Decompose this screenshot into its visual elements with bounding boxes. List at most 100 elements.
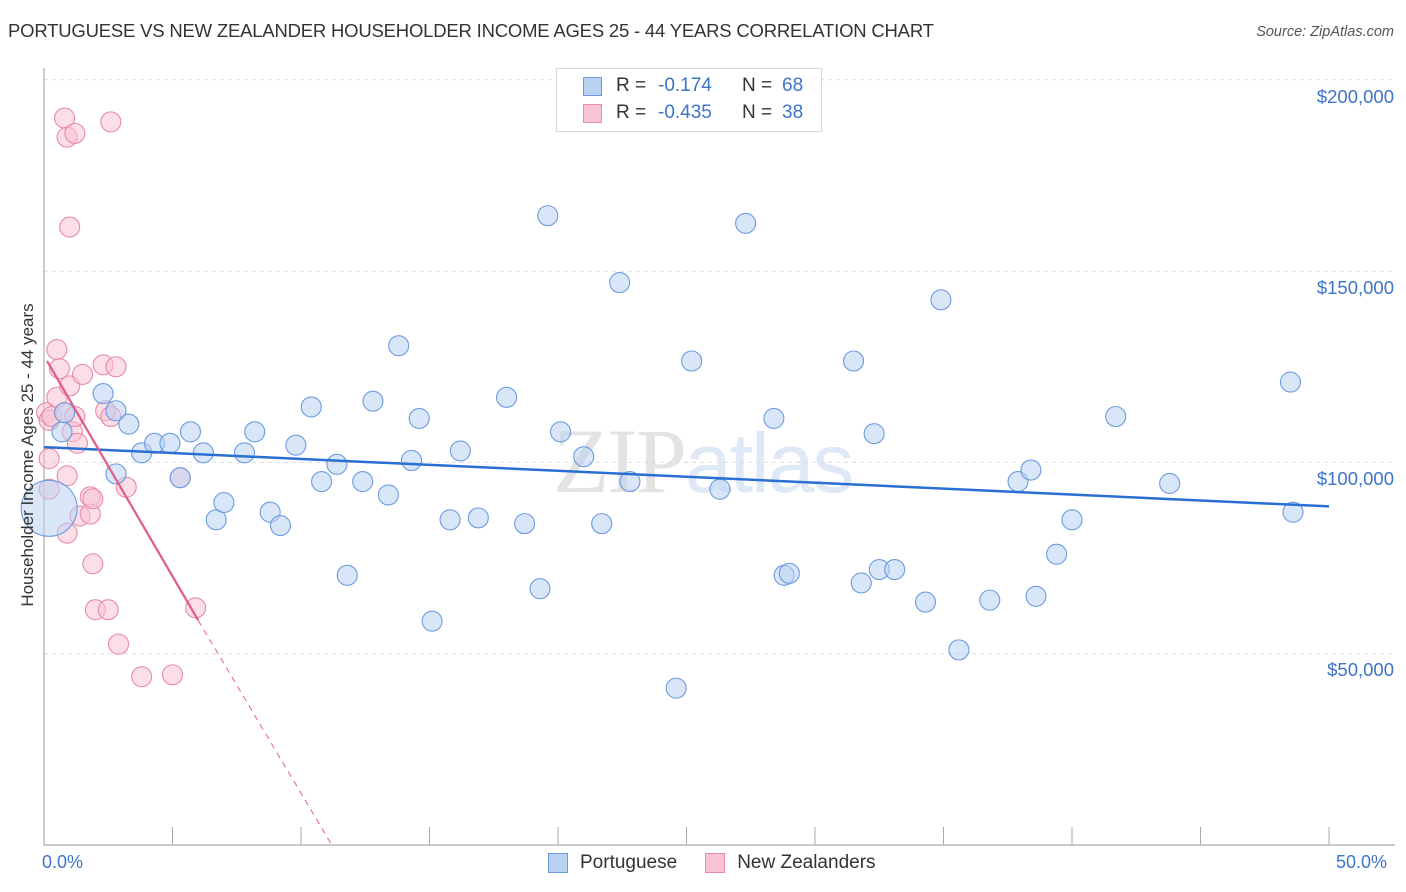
portuguese-swatch-icon	[548, 853, 568, 873]
data-point-new-zealanders[interactable]	[59, 216, 81, 238]
data-point-portuguese[interactable]	[169, 467, 191, 489]
data-point-portuguese[interactable]	[863, 423, 885, 445]
data-point-portuguese[interactable]	[269, 514, 291, 537]
data-point-portuguese[interactable]	[311, 470, 333, 493]
data-point-portuguese[interactable]	[352, 470, 374, 493]
data-point-new-zealanders[interactable]	[105, 356, 127, 378]
legend-row-portuguese: R = -0.174 N = 68	[583, 74, 803, 98]
data-point-portuguese[interactable]	[914, 591, 937, 613]
data-point-portuguese[interactable]	[421, 610, 443, 632]
data-point-portuguese[interactable]	[159, 432, 181, 454]
legend-item-new-zealanders[interactable]: New Zealanders	[705, 852, 876, 874]
data-point-portuguese[interactable]	[735, 212, 757, 234]
data-point-portuguese[interactable]	[1025, 585, 1047, 607]
data-point-portuguese[interactable]	[884, 558, 906, 581]
data-point-portuguese[interactable]	[285, 434, 307, 456]
data-point-portuguese[interactable]	[619, 470, 641, 493]
data-point-new-zealanders[interactable]	[107, 633, 130, 655]
data-point-portuguese[interactable]	[20, 479, 78, 537]
data-point-portuguese[interactable]	[336, 564, 358, 586]
data-point-portuguese[interactable]	[1061, 509, 1083, 531]
data-point-portuguese[interactable]	[537, 205, 559, 227]
r-label: R =	[616, 102, 647, 123]
data-point-portuguese[interactable]	[1046, 543, 1068, 565]
y-tick-150000: $150,000	[1316, 277, 1394, 298]
data-point-portuguese[interactable]	[1105, 405, 1127, 428]
data-point-portuguese[interactable]	[467, 507, 489, 529]
legend-item-portuguese[interactable]: Portuguese	[548, 852, 677, 874]
r-value: -0.435	[658, 102, 712, 123]
data-point-portuguese[interactable]	[54, 402, 76, 424]
data-point-portuguese[interactable]	[400, 449, 423, 472]
data-point-portuguese[interactable]	[377, 484, 399, 506]
r-value: -0.174	[658, 75, 712, 96]
data-point-new-zealanders[interactable]	[72, 363, 94, 385]
data-point-portuguese[interactable]	[979, 589, 1001, 611]
new-zealanders-swatch-icon	[583, 103, 602, 123]
data-point-portuguese[interactable]	[192, 442, 214, 464]
data-point-portuguese[interactable]	[681, 350, 703, 372]
data-point-portuguese[interactable]	[591, 513, 613, 535]
data-point-portuguese[interactable]	[179, 421, 202, 443]
data-point-portuguese[interactable]	[92, 382, 114, 405]
data-point-portuguese[interactable]	[496, 386, 518, 408]
data-point-portuguese[interactable]	[362, 390, 384, 412]
data-point-new-zealanders[interactable]	[82, 488, 104, 510]
data-point-portuguese[interactable]	[105, 400, 127, 422]
data-point-portuguese[interactable]	[1282, 501, 1304, 523]
series-legend: Portuguese New Zealanders	[548, 852, 904, 874]
data-point-portuguese[interactable]	[930, 289, 952, 311]
data-point-portuguese[interactable]	[326, 453, 348, 475]
trend-lines	[43, 360, 1330, 846]
portuguese-swatch-icon	[583, 76, 602, 96]
data-point-portuguese[interactable]	[205, 509, 227, 531]
watermark: ZIPatlas	[553, 408, 854, 514]
data-point-new-zealanders[interactable]	[131, 666, 153, 688]
data-point-portuguese[interactable]	[778, 562, 800, 584]
y-axis-label: Householder Income Ages 25 - 44 years	[18, 303, 37, 607]
new-zealanders-trend-line	[46, 360, 200, 621]
data-point-new-zealanders[interactable]	[64, 122, 86, 144]
data-point-new-zealanders[interactable]	[46, 338, 68, 361]
data-point-new-zealanders[interactable]	[56, 465, 78, 487]
y-tick-50000: $50,000	[1327, 659, 1394, 680]
data-point-portuguese[interactable]	[850, 572, 872, 594]
data-point-portuguese[interactable]	[550, 421, 572, 443]
y-tick-100000: $100,000	[1316, 468, 1394, 489]
data-point-portuguese[interactable]	[408, 407, 430, 429]
data-point-new-zealanders[interactable]	[100, 111, 122, 133]
data-point-portuguese[interactable]	[233, 442, 256, 464]
data-point-new-zealanders[interactable]	[97, 599, 119, 621]
gridlines	[44, 79, 1395, 655]
portuguese-trend-line	[43, 445, 1330, 508]
data-point-portuguese[interactable]	[388, 335, 410, 357]
data-point-portuguese[interactable]	[51, 421, 73, 443]
data-point-new-zealanders[interactable]	[161, 664, 184, 686]
data-point-portuguese[interactable]	[609, 272, 631, 294]
data-point-portuguese[interactable]	[213, 492, 235, 514]
data-point-portuguese[interactable]	[1020, 459, 1042, 481]
data-point-portuguese[interactable]	[948, 639, 970, 661]
chart-title: PORTUGUESE VS NEW ZEALANDER HOUSEHOLDER …	[8, 20, 934, 41]
data-point-portuguese[interactable]	[1159, 472, 1181, 494]
data-point-new-zealanders[interactable]	[38, 448, 60, 470]
data-point-portuguese[interactable]	[1279, 371, 1301, 393]
data-point-portuguese[interactable]	[842, 350, 865, 372]
data-point-portuguese[interactable]	[118, 413, 140, 435]
data-point-portuguese[interactable]	[244, 421, 266, 443]
data-point-portuguese[interactable]	[709, 478, 731, 500]
n-label: N =	[742, 75, 773, 96]
data-point-portuguese[interactable]	[763, 407, 785, 429]
data-point-portuguese[interactable]	[439, 509, 461, 531]
data-point-portuguese[interactable]	[573, 446, 595, 468]
data-point-portuguese[interactable]	[300, 396, 322, 418]
n-value: 68	[782, 75, 804, 96]
correlation-legend: R = -0.174 N = 68 R = -0.435 N = 38	[556, 68, 822, 132]
legend-row-new-zealanders: R = -0.435 N = 38	[583, 101, 803, 125]
data-point-portuguese[interactable]	[449, 440, 471, 462]
data-point-portuguese[interactable]	[529, 578, 551, 600]
data-point-new-zealanders[interactable]	[82, 553, 104, 575]
data-point-portuguese[interactable]	[514, 513, 536, 535]
data-point-portuguese[interactable]	[665, 677, 687, 699]
